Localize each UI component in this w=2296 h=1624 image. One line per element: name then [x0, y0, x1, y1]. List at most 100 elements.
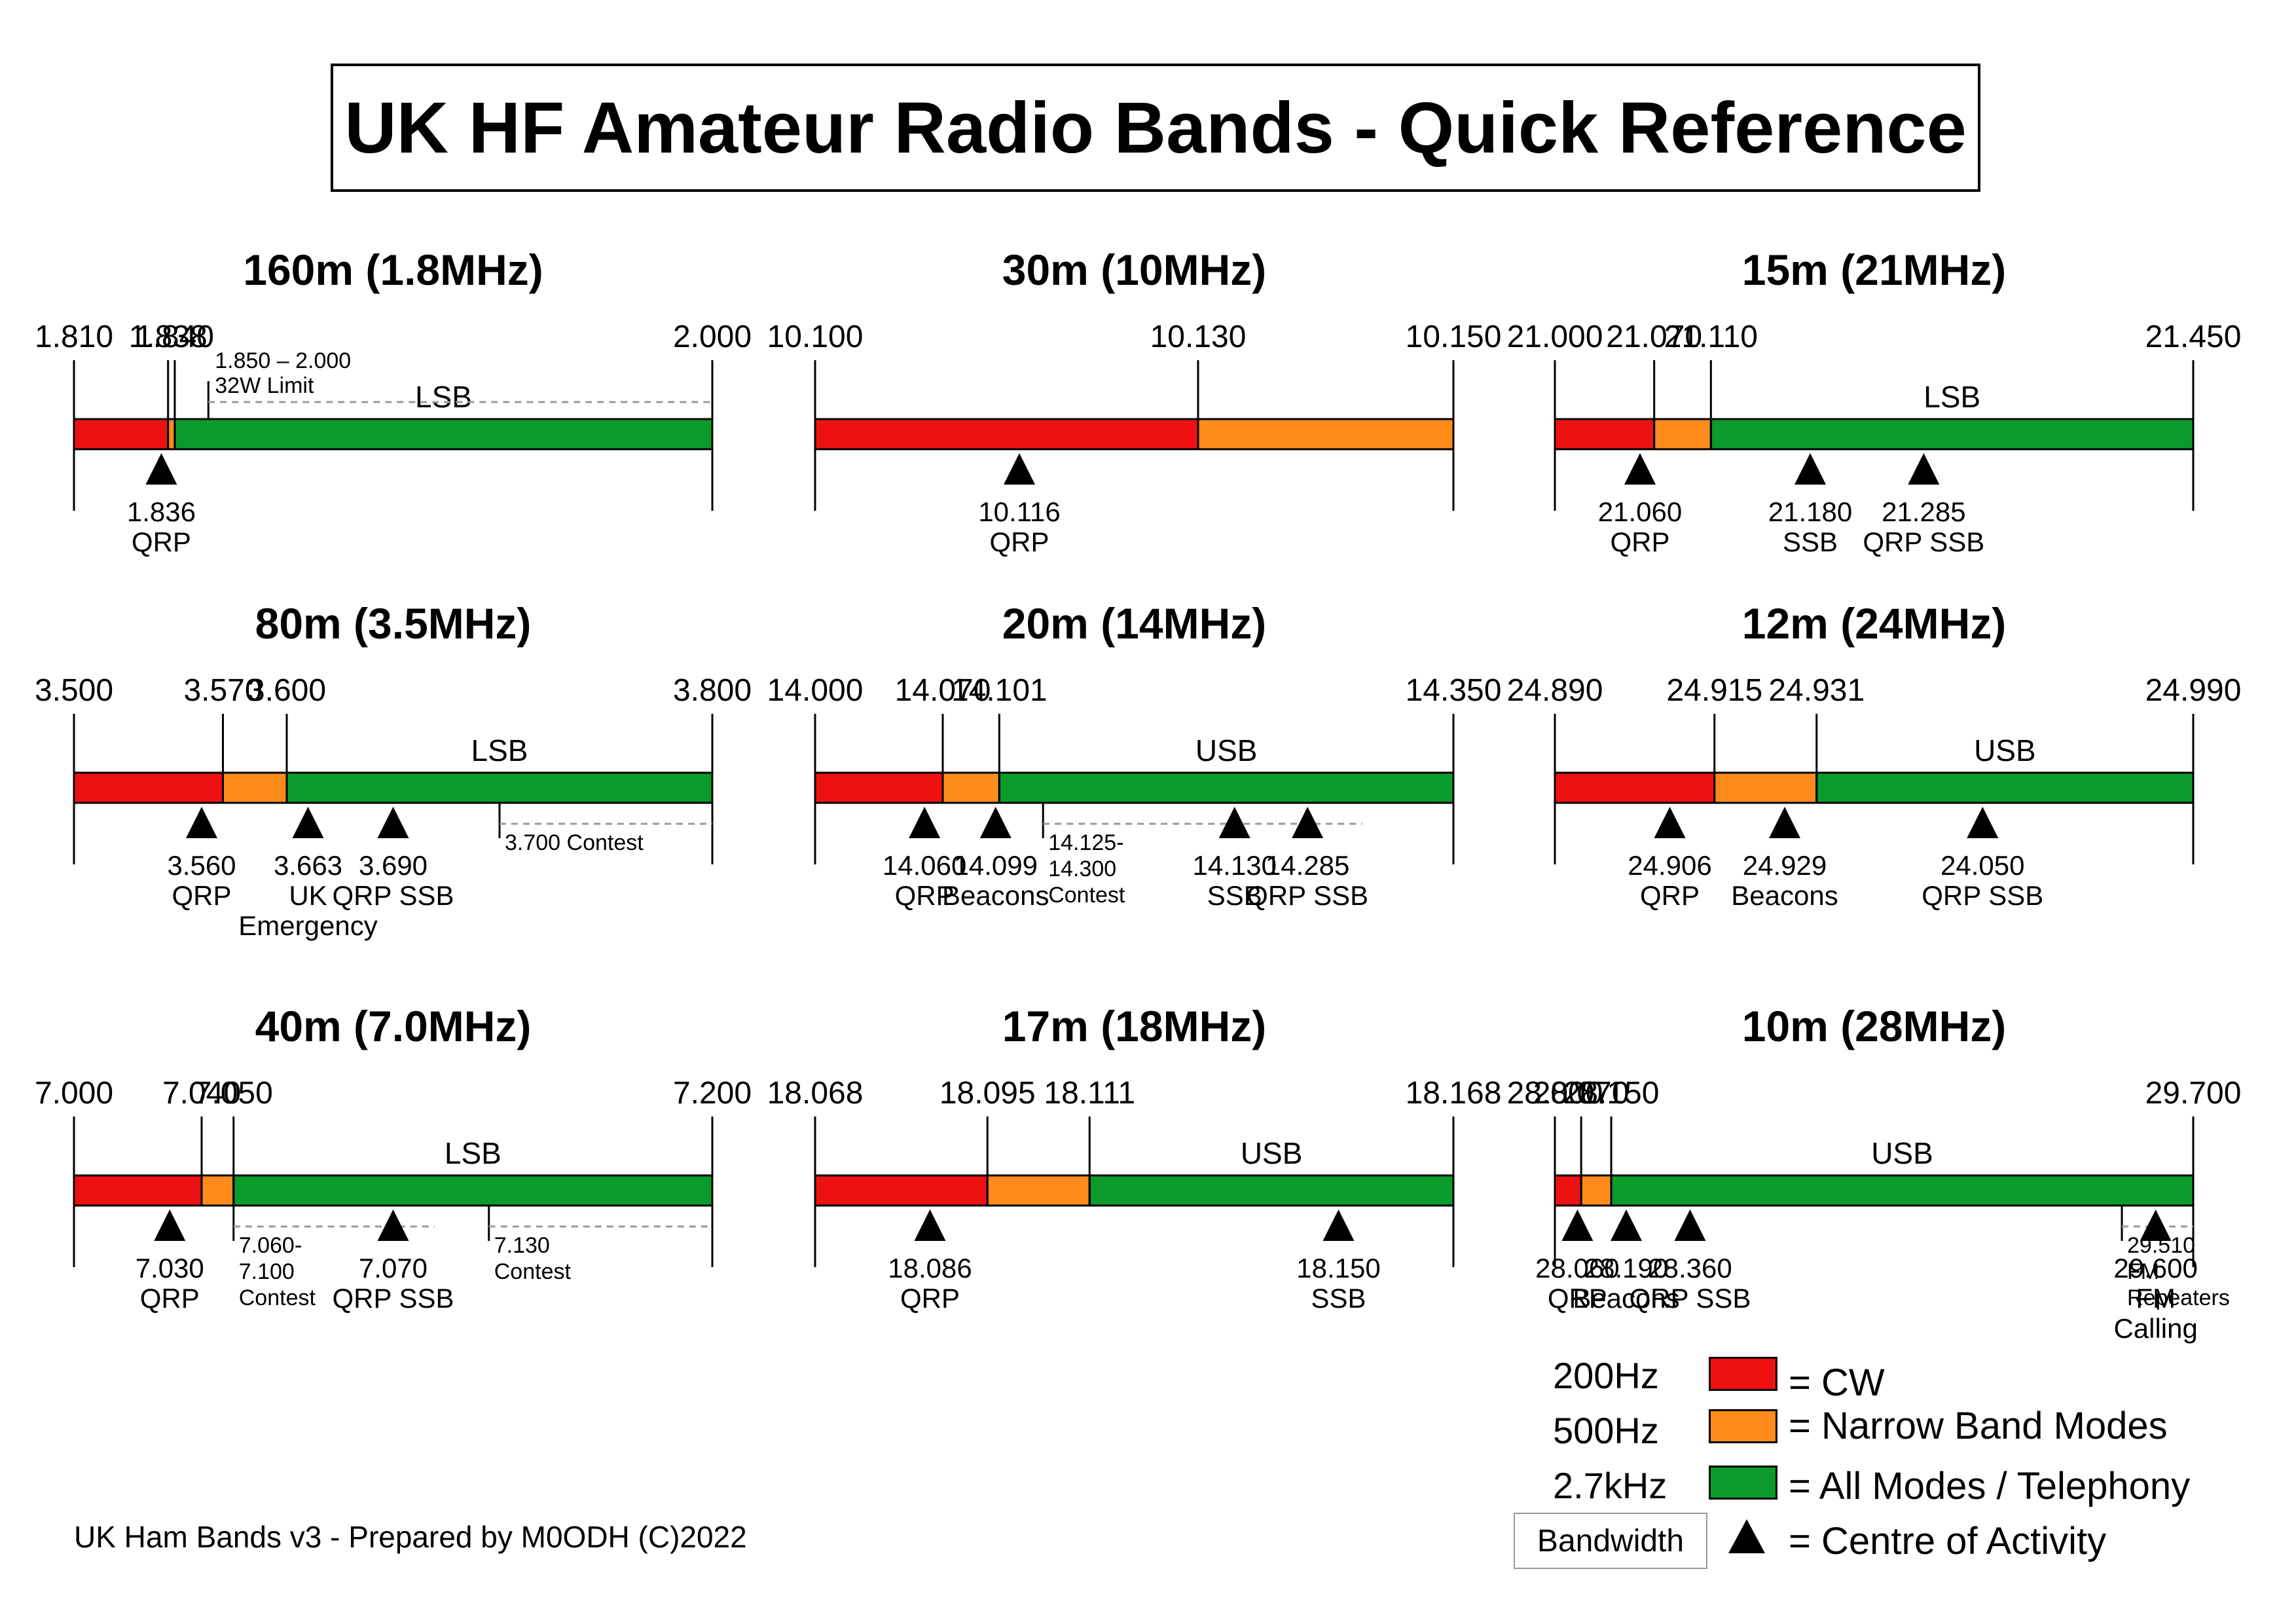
- activity-marker: [1624, 453, 1656, 485]
- subrange-label: FM: [2127, 1259, 2159, 1284]
- marker-label: QRP SSB: [1629, 1283, 1751, 1314]
- marker-label: 14.060: [883, 850, 966, 881]
- sideband-label: USB: [1871, 1136, 1933, 1170]
- marker-label: QRP SSB: [1247, 880, 1368, 911]
- marker-label: 7.030: [136, 1253, 204, 1283]
- marker-label: 14.285: [1266, 850, 1349, 881]
- legend-label-cw: = CW: [1789, 1361, 1885, 1404]
- segment-cw: [73, 1174, 203, 1207]
- segment-all: [232, 1174, 714, 1207]
- marker-label: 18.150: [1296, 1253, 1380, 1283]
- marker-label: Calling: [2113, 1313, 2197, 1344]
- band-title: 12m (24MHz): [1742, 599, 2006, 648]
- tick-label: 21.000: [1507, 320, 1603, 354]
- activity-marker: [914, 1209, 946, 1241]
- segment-narrow: [1653, 418, 1712, 451]
- sideband-label: USB: [1195, 733, 1258, 767]
- tick-label: 7.000: [35, 1076, 113, 1111]
- tick-label: 1.810: [35, 320, 113, 354]
- tick-label: 10.150: [1406, 320, 1502, 354]
- marker-label: QRP: [900, 1283, 960, 1314]
- legend-bandwidth-cw: 200Hz: [1553, 1355, 1659, 1396]
- tick-label: 24.931: [1768, 673, 1865, 708]
- marker-label: 7.070: [359, 1253, 428, 1283]
- segment-cw: [73, 771, 224, 804]
- subrange-label: 1.850 – 2.000: [215, 348, 351, 373]
- marker-label: 3.690: [359, 850, 428, 881]
- band-title: 20m (14MHz): [1002, 599, 1266, 648]
- activity-marker: [377, 807, 409, 838]
- tick-label: 7.050: [194, 1076, 273, 1111]
- subrange-label: 7.130: [494, 1233, 550, 1258]
- marker-label: 21.060: [1598, 496, 1682, 527]
- activity-marker: [1795, 453, 1826, 485]
- subrange-label: Contest: [239, 1285, 316, 1310]
- legend-bandwidth-all: 2.7kHz: [1553, 1465, 1667, 1506]
- subrange-label: 32W Limit: [215, 373, 314, 398]
- segment-all: [285, 771, 714, 804]
- tick-label: 21.070: [1606, 320, 1702, 354]
- legend-swatch-all: [1709, 1466, 1777, 1500]
- tick-label: 24.890: [1507, 673, 1603, 708]
- tick-label: 1.838: [129, 320, 208, 354]
- segment-all: [1610, 1174, 2195, 1207]
- segment-all: [173, 418, 714, 451]
- sideband-label: USB: [1974, 733, 2036, 767]
- marker-label: SSB: [1783, 526, 1838, 557]
- sideband-label: LSB: [415, 380, 472, 414]
- marker-label: Beacons: [1731, 880, 1838, 911]
- marker-label: QRP: [989, 526, 1049, 557]
- activity-marker: [1322, 1209, 1355, 1241]
- marker-label: QRP: [1640, 880, 1700, 911]
- legend-activity-marker: [1728, 1519, 1765, 1553]
- tick-label: 29.700: [2145, 1076, 2242, 1111]
- marker-label: 1.836: [127, 496, 196, 527]
- segment-cw: [73, 418, 170, 451]
- activity-marker: [1654, 807, 1686, 838]
- marker-label: QRP: [895, 880, 955, 911]
- band-17m: 17m (18MHz) 18.068 18.095 18.111 18.168 USB 18…: [767, 1002, 1502, 1314]
- segment-all: [1815, 771, 2195, 804]
- tick-label: 14.000: [767, 673, 864, 708]
- marker-label: 14.099: [954, 850, 1038, 881]
- tick-label: 18.095: [939, 1076, 1036, 1111]
- band-title: 40m (7.0MHz): [255, 1002, 532, 1050]
- band-title: 30m (10MHz): [1002, 246, 1266, 294]
- legend-label-all: = All Modes / Telephony: [1789, 1465, 2191, 1507]
- tick-label: 3.600: [247, 673, 326, 708]
- segment-narrow: [1713, 771, 1818, 804]
- marker-label: QRP SSB: [333, 880, 454, 911]
- marker-label: UK: [289, 880, 327, 911]
- sideband-label: USB: [1241, 1136, 1303, 1170]
- sideband-label: LSB: [445, 1136, 501, 1170]
- marker-label: 28.060: [1535, 1253, 1619, 1283]
- marker-label: 21.285: [1882, 496, 1965, 527]
- title-box: UK HF Amateur Radio Bands - Quick Refere…: [331, 64, 1980, 192]
- band-title: 10m (28MHz): [1742, 1002, 2006, 1050]
- marker-label: 24.050: [1941, 850, 2024, 881]
- segment-narrow: [200, 1174, 235, 1207]
- marker-label: 3.560: [167, 850, 236, 881]
- segment-cw: [1554, 771, 1716, 804]
- activity-marker: [1674, 1209, 1706, 1241]
- tick-label: 7.040: [162, 1076, 241, 1111]
- marker-label: SSB: [1207, 880, 1262, 911]
- marker-label: 28.360: [1648, 1253, 1732, 1283]
- activity-marker: [154, 1209, 186, 1241]
- band-title: 160m (1.8MHz): [243, 246, 543, 294]
- tick-label: 10.130: [1150, 320, 1247, 354]
- segment-narrow: [1197, 418, 1455, 451]
- subrange-label: 14.300: [1048, 857, 1116, 881]
- segment-cw: [814, 1174, 989, 1207]
- marker-label: 21.180: [1768, 496, 1852, 527]
- segment-all: [1709, 418, 2195, 451]
- subrange-label: Contest: [494, 1259, 572, 1284]
- band-title: 15m (21MHz): [1742, 246, 2006, 294]
- tick-label: 24.990: [2145, 673, 2242, 708]
- tick-label: 3.800: [673, 673, 752, 708]
